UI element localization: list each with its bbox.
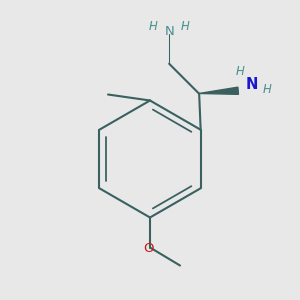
- Text: H: H: [235, 65, 244, 78]
- Text: H: H: [262, 83, 271, 96]
- Text: H: H: [148, 20, 157, 33]
- Polygon shape: [199, 87, 239, 94]
- Text: O: O: [143, 242, 154, 256]
- Text: H: H: [180, 20, 189, 33]
- Text: N: N: [165, 25, 175, 38]
- Text: N: N: [245, 77, 258, 92]
